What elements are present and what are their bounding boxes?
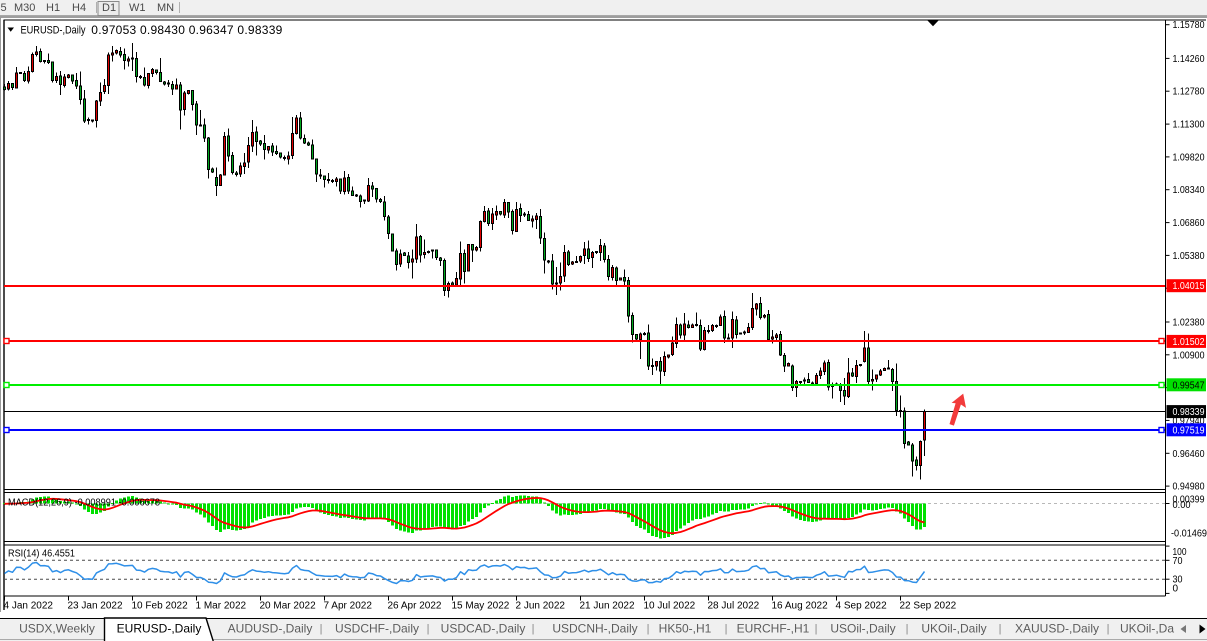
svg-text:20 Mar 2022: 20 Mar 2022 <box>260 601 317 612</box>
svg-text:1 Mar 2022: 1 Mar 2022 <box>196 601 247 612</box>
svg-text:0.97053 0.98430 0.96347 0.9833: 0.97053 0.98430 0.96347 0.98339 <box>91 23 282 37</box>
svg-text:|: | <box>999 623 1002 635</box>
svg-text:1.11300: 1.11300 <box>1173 120 1205 131</box>
svg-text:USDCNH-,Daily: USDCNH-,Daily <box>552 622 637 636</box>
svg-text:23 Jan 2022: 23 Jan 2022 <box>68 601 123 612</box>
svg-text:EURUSD-,Daily: EURUSD-,Daily <box>21 25 86 37</box>
svg-text:D1: D1 <box>102 2 116 14</box>
svg-text:MACD(12,26,9) -0.008991 -0.006: MACD(12,26,9) -0.008991 -0.006678 <box>8 498 160 509</box>
svg-text:M30: M30 <box>14 2 35 14</box>
svg-text:1.00900: 1.00900 <box>1173 350 1205 361</box>
svg-text:H1: H1 <box>46 2 60 14</box>
svg-text:|: | <box>815 623 818 635</box>
svg-text:70: 70 <box>1173 556 1183 567</box>
svg-text:5: 5 <box>1 2 7 14</box>
svg-text:USDCHF-,Daily: USDCHF-,Daily <box>335 622 419 636</box>
svg-text:UKOil-,Da: UKOil-,Da <box>1120 622 1174 636</box>
svg-text:1.15780: 1.15780 <box>1173 20 1205 31</box>
svg-text:1.09820: 1.09820 <box>1173 152 1205 163</box>
svg-text:UKOil-,Daily: UKOil-,Daily <box>921 622 986 636</box>
svg-text:28 Jul 2022: 28 Jul 2022 <box>708 601 760 612</box>
svg-text:-0.01469: -0.01469 <box>1171 529 1207 540</box>
svg-text:AUDUSD-,Daily: AUDUSD-,Daily <box>228 622 313 636</box>
svg-text:10 Feb 2022: 10 Feb 2022 <box>132 601 189 612</box>
svg-text:|: | <box>320 623 323 635</box>
svg-text:0: 0 <box>1173 584 1179 595</box>
svg-text:USDX,Weekly: USDX,Weekly <box>19 622 95 636</box>
svg-text:15 May 2022: 15 May 2022 <box>452 601 510 612</box>
svg-text:4 Sep 2022: 4 Sep 2022 <box>836 601 888 612</box>
svg-text:1.14260: 1.14260 <box>1173 54 1205 65</box>
svg-text:10 Jul 2022: 10 Jul 2022 <box>644 601 696 612</box>
svg-text:0.94980: 0.94980 <box>1173 482 1205 493</box>
svg-text:RSI(14) 46.4551: RSI(14) 46.4551 <box>8 549 75 560</box>
svg-text:26 Apr 2022: 26 Apr 2022 <box>388 601 442 612</box>
svg-text:7 Apr 2022: 7 Apr 2022 <box>324 601 373 612</box>
svg-text:|: | <box>427 623 430 635</box>
svg-text:|: | <box>1107 623 1110 635</box>
svg-text:1.08340: 1.08340 <box>1173 185 1205 196</box>
svg-text:USDCAD-,Daily: USDCAD-,Daily <box>441 622 526 636</box>
svg-text:0.00399: 0.00399 <box>1173 495 1205 506</box>
svg-text:16 Aug 2022: 16 Aug 2022 <box>772 601 829 612</box>
svg-text:EURUSD-,Daily: EURUSD-,Daily <box>117 622 202 636</box>
svg-text:USOil-,Daily: USOil-,Daily <box>830 622 895 636</box>
svg-text:0.99547: 0.99547 <box>1173 380 1205 391</box>
svg-text:0.00: 0.00 <box>1173 500 1191 511</box>
svg-text:W1: W1 <box>129 2 146 14</box>
svg-text:1.02380: 1.02380 <box>1173 318 1205 329</box>
svg-text:0.97519: 0.97519 <box>1173 425 1205 436</box>
svg-text:21 Jun 2022: 21 Jun 2022 <box>580 601 635 612</box>
svg-text:|: | <box>725 623 728 635</box>
svg-text:|: | <box>532 623 535 635</box>
svg-text:0.97940: 0.97940 <box>1173 416 1205 427</box>
svg-text:0.96460: 0.96460 <box>1173 449 1205 460</box>
svg-text:1.01502: 1.01502 <box>1173 337 1205 348</box>
svg-text:30: 30 <box>1173 575 1183 586</box>
svg-text:XAUUSD-,Daily: XAUUSD-,Daily <box>1015 622 1099 636</box>
svg-text:HK50-,H1: HK50-,H1 <box>659 622 712 636</box>
svg-text:22 Sep 2022: 22 Sep 2022 <box>900 601 957 612</box>
svg-text:0.98339: 0.98339 <box>1173 407 1205 418</box>
svg-text:1.04015: 1.04015 <box>1173 281 1205 292</box>
svg-text:1.06860: 1.06860 <box>1173 218 1205 229</box>
svg-text:1.12780: 1.12780 <box>1173 87 1205 98</box>
svg-text:EURCHF-,H1: EURCHF-,H1 <box>737 622 810 636</box>
svg-text:1.05380: 1.05380 <box>1173 251 1205 262</box>
svg-text:MN: MN <box>157 2 174 14</box>
svg-text:2 Jun 2022: 2 Jun 2022 <box>516 601 566 612</box>
svg-text:H4: H4 <box>72 2 86 14</box>
svg-text:100: 100 <box>1173 547 1187 558</box>
svg-text:|: | <box>647 623 650 635</box>
svg-text:|: | <box>906 623 909 635</box>
svg-text:4 Jan 2022: 4 Jan 2022 <box>4 601 54 612</box>
